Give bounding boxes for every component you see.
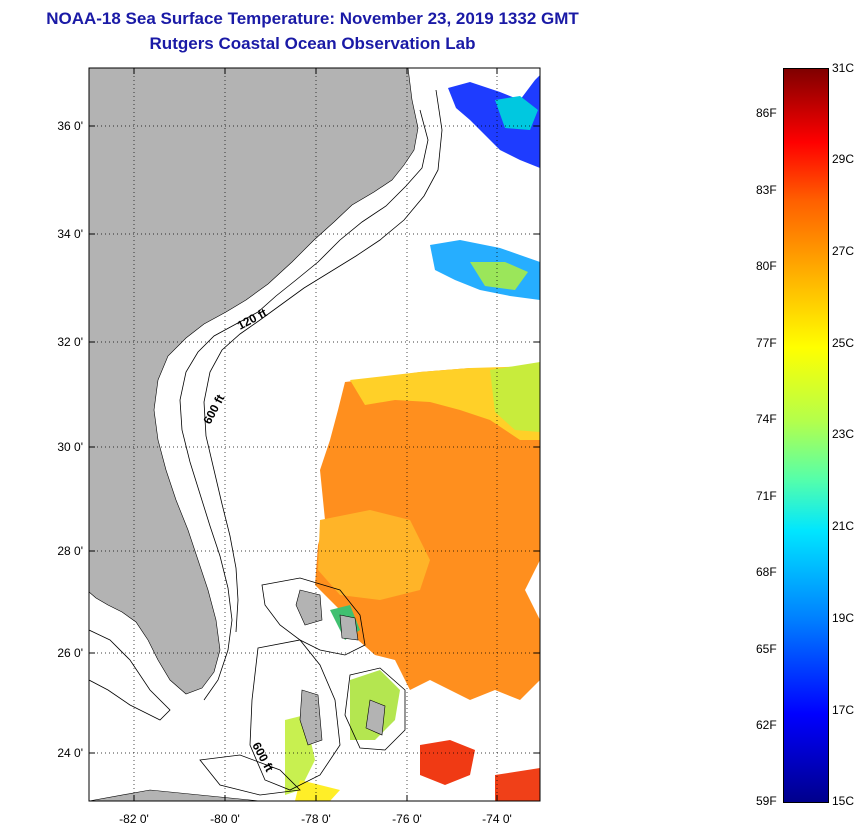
sst-patch-south-red	[420, 740, 475, 785]
colorbar-celsius-label: 21C	[832, 519, 855, 533]
landmass-cuba	[89, 789, 261, 801]
sst-patch-banks-south	[295, 780, 340, 801]
colorbar-celsius-label: 19C	[832, 611, 855, 625]
lat-label: 24 0'	[57, 746, 83, 760]
lon-label: -78 0'	[301, 812, 331, 826]
lon-label: -76 0'	[392, 812, 422, 826]
contour-bank-north	[261, 577, 366, 656]
colorbar-fahrenheit-label: 71F	[756, 489, 777, 503]
colorbar-fahrenheit-label: 86F	[756, 106, 777, 120]
colorbar-fahrenheit-label: 74F	[756, 412, 777, 426]
island-andros	[299, 689, 323, 746]
island-grand-bahama	[295, 589, 323, 626]
sst-patch-mid-green	[470, 262, 528, 290]
colorbar-celsius-label: 17C	[832, 703, 855, 717]
colorbar-fahrenheit-label: 68F	[756, 565, 777, 579]
sst-patch-yellow-west	[318, 510, 430, 600]
colorbar-fahrenheit-label: 80F	[756, 259, 777, 273]
temperature-colorbar	[783, 68, 829, 803]
sst-patch-north	[448, 75, 540, 168]
colorbar-fahrenheit-label: 59F	[756, 794, 777, 808]
colorbar-celsius-label: 31C	[832, 61, 855, 75]
contour-cay-sal	[199, 754, 301, 796]
contour-bank-east	[344, 667, 406, 751]
island-eleuthera	[365, 699, 386, 736]
contour-600ft	[203, 89, 443, 633]
map-subtitle: Rutgers Coastal Ocean Observation Lab	[149, 34, 476, 53]
sst-patch-north-cyan	[495, 96, 538, 130]
landmass-us-coast	[89, 68, 419, 695]
map-title: NOAA-18 Sea Surface Temperature: Novembe…	[46, 9, 579, 28]
colorbar-celsius-label: 25C	[832, 336, 855, 350]
map-frame	[88, 67, 541, 802]
colorbar-fahrenheit-label: 62F	[756, 718, 777, 732]
colorbar-fahrenheit-label: 65F	[756, 642, 777, 656]
sst-patch-southeast	[495, 768, 540, 801]
contour-bank-west	[249, 639, 341, 791]
lat-label: 30 0'	[57, 440, 83, 454]
colorbar-celsius-label: 15C	[832, 794, 855, 808]
colorbar-fahrenheit-label: 83F	[756, 183, 777, 197]
island-abaco	[339, 614, 359, 641]
sst-patch-main	[315, 368, 540, 700]
sst-data	[285, 75, 540, 801]
contour-gulf	[89, 629, 171, 721]
lat-label: 32 0'	[57, 335, 83, 349]
colorbar-celsius-label: 27C	[832, 244, 855, 258]
longitude-labels: -82 0' -80 0' -78 0' -76 0' -74 0'	[119, 812, 512, 826]
bathymetry-contours	[89, 89, 443, 796]
lat-label: 26 0'	[57, 646, 83, 660]
latitude-labels: 36 0' 34 0' 32 0' 30 0' 28 0' 26 0' 24 0…	[57, 119, 83, 760]
colorbar-celsius-label: 23C	[832, 427, 855, 441]
colorbar-fahrenheit-label: 77F	[756, 336, 777, 350]
lon-label: -74 0'	[482, 812, 512, 826]
axis-ticks	[89, 68, 540, 801]
lat-label: 36 0'	[57, 119, 83, 133]
lon-label: -80 0'	[210, 812, 240, 826]
sst-patch-main-green	[490, 362, 540, 432]
lat-label: 28 0'	[57, 544, 83, 558]
colorbar-celsius-label: 29C	[832, 152, 855, 166]
contour-120ft	[179, 109, 429, 701]
lat-label: 34 0'	[57, 227, 83, 241]
lon-label: -82 0'	[119, 812, 149, 826]
